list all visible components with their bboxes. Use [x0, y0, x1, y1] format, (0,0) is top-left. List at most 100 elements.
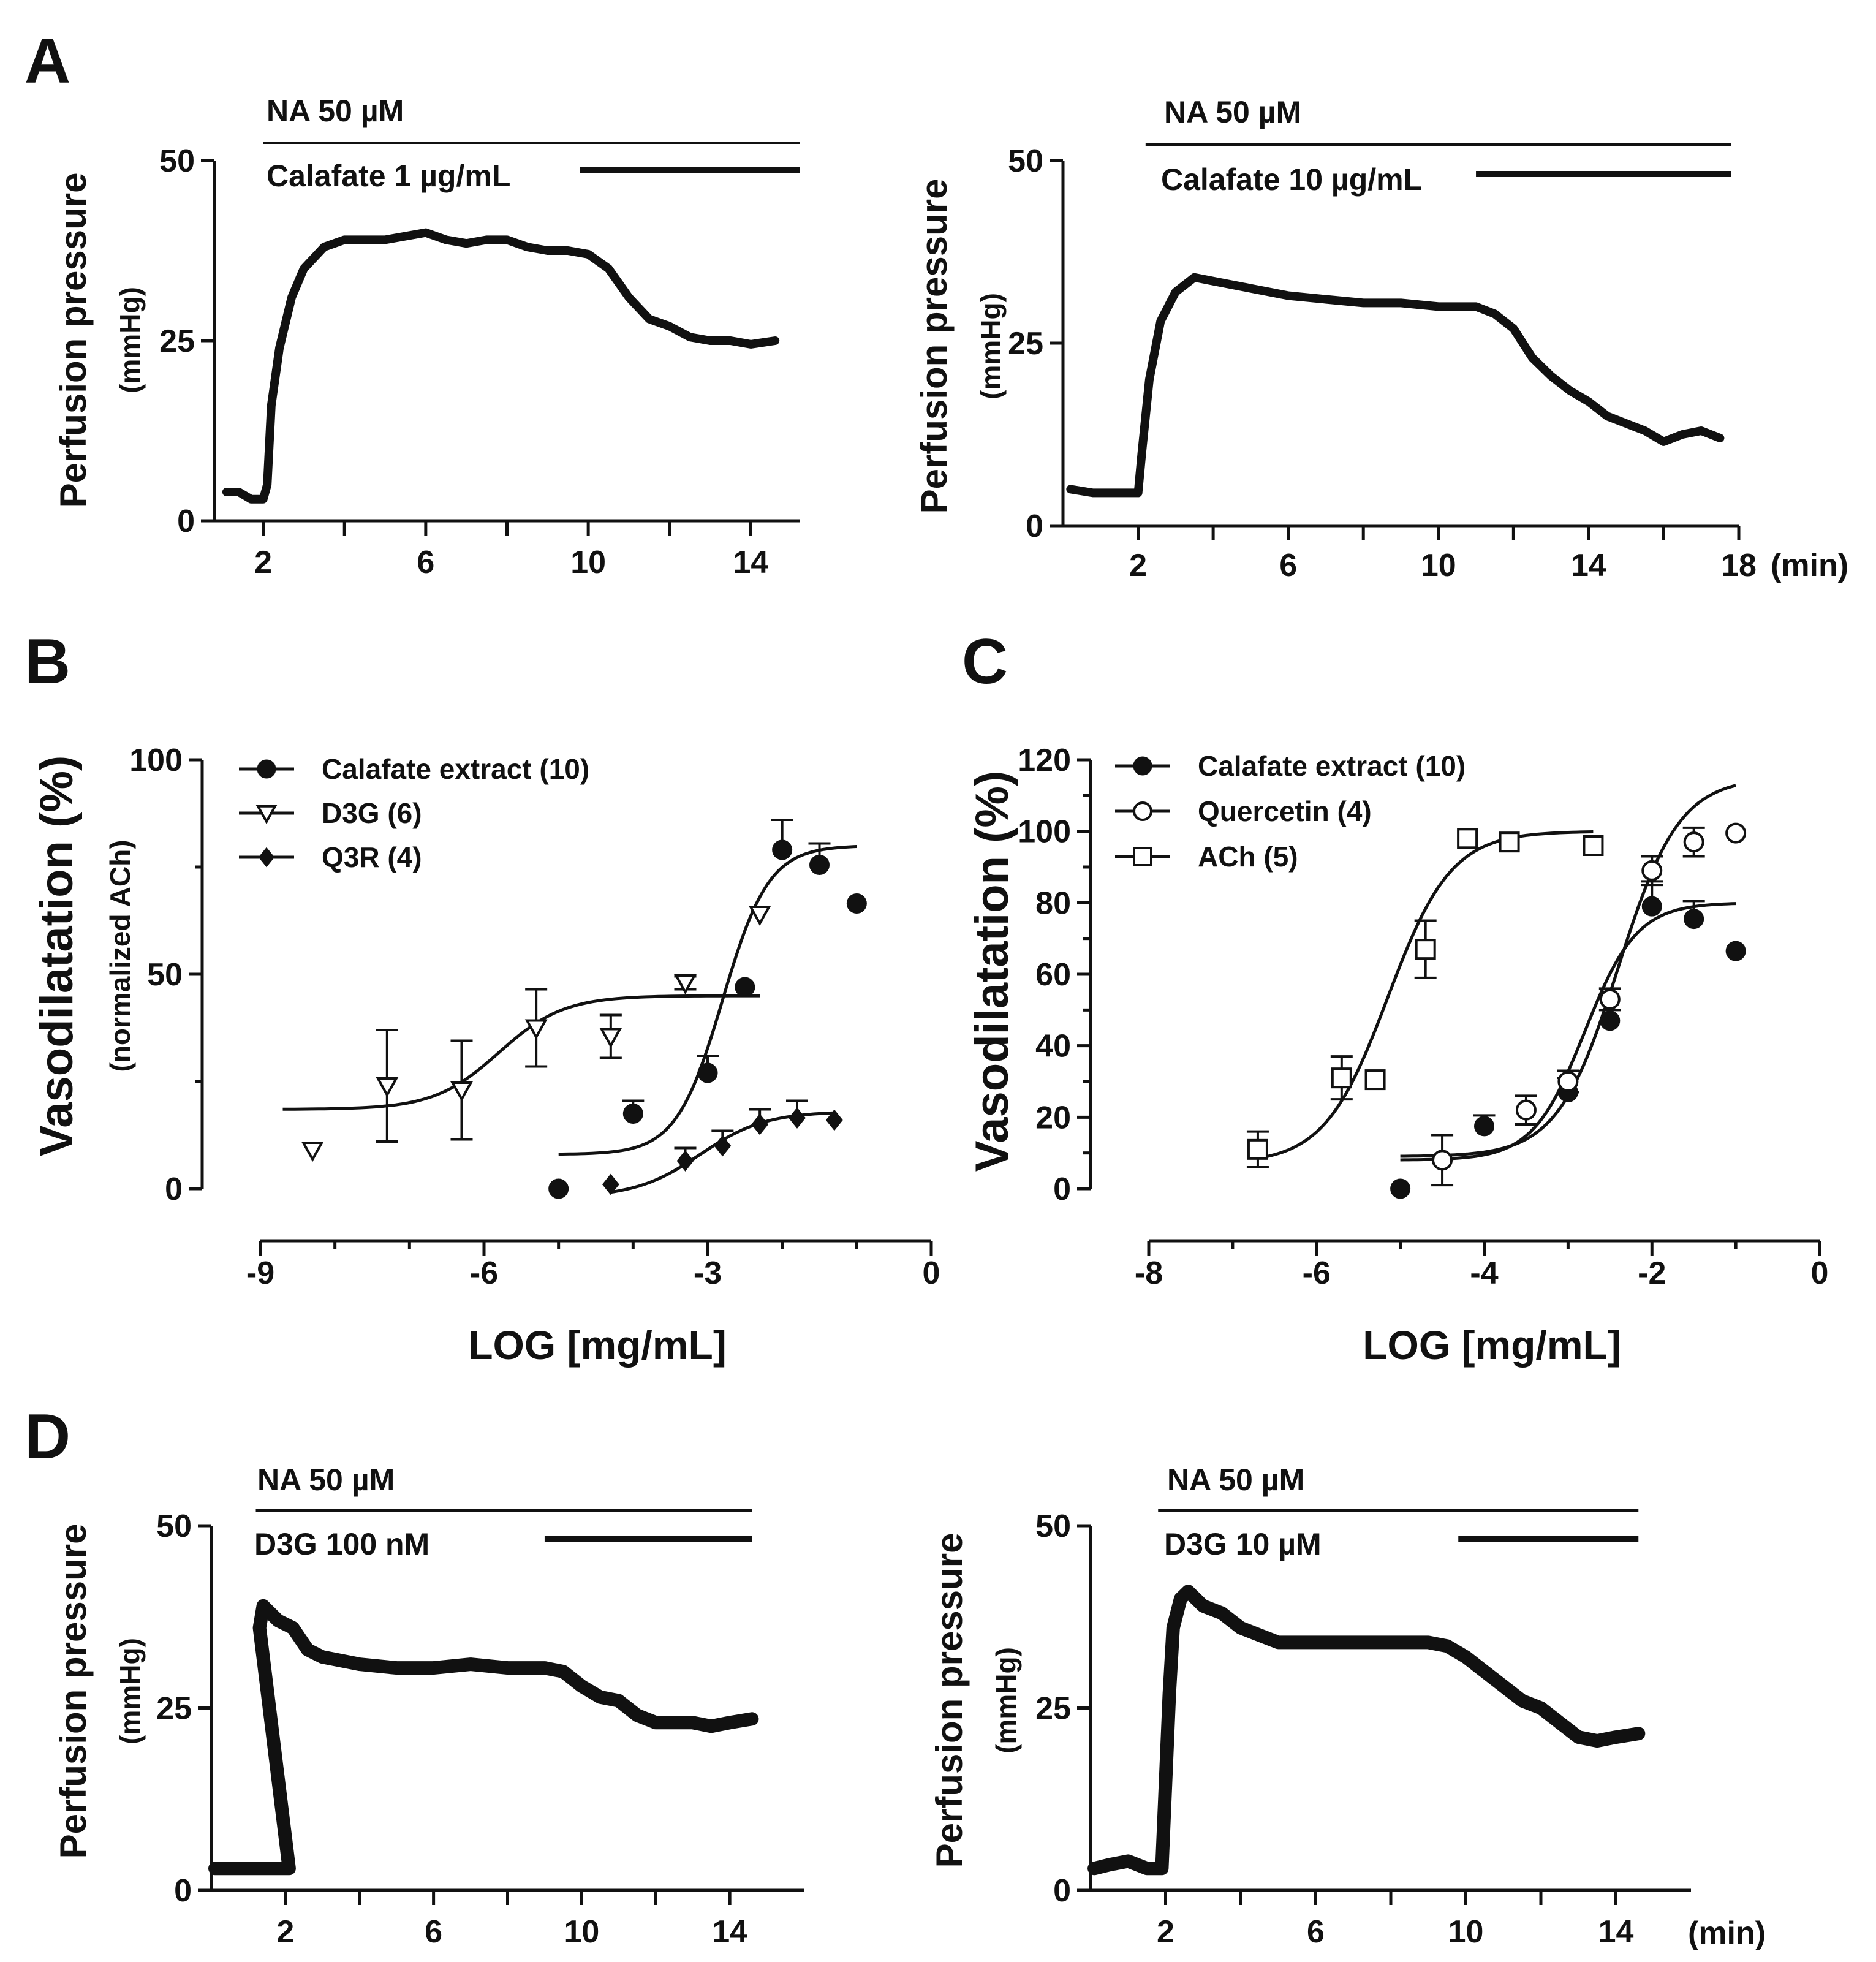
- fit-curves: [282, 845, 857, 1194]
- legend-label-quercetin-4: Quercetin (4): [1198, 795, 1372, 827]
- y-tick-label: 50: [1008, 143, 1043, 179]
- drug-label: Calafate 10 µg/mL: [1161, 162, 1422, 197]
- pressure-trace: [208, 1599, 759, 1876]
- y-tick-label: 0: [174, 1873, 192, 1909]
- data-point-calafate-extract-10: [772, 839, 793, 860]
- data-point-ach-5: [1247, 1138, 1268, 1160]
- y-tick-label: 50: [1035, 1509, 1071, 1544]
- y-tick-label: 0: [165, 1172, 183, 1207]
- trace-panel-d-right: 0 25 50 2 6 10 14 Perfusion pressure (mmHg) N…: [929, 1463, 1766, 1951]
- data-point-calafate-extract-10: [1474, 1116, 1494, 1137]
- data-point-d3g-6: [599, 1028, 622, 1048]
- y-ticks: 0 25 50: [1008, 143, 1063, 544]
- data-points: [1247, 822, 1747, 1199]
- x-ticks: 2 6 10 14 18: [1129, 526, 1757, 583]
- x-axis-label: LOG [mg/mL]: [1363, 1322, 1621, 1368]
- legend-marker-calafate-extract-10: [1133, 756, 1152, 776]
- fit-curve-calafate-extract-10: [558, 845, 857, 1156]
- y-axis-label: Perfusion pressure: [913, 179, 955, 514]
- data-point-d3g-6: [450, 1081, 473, 1102]
- y-axis-label: Perfusion pressure: [929, 1533, 970, 1868]
- fit-curves: [1257, 784, 1736, 1162]
- x-tick-label: 6: [417, 545, 434, 580]
- y-tick-label: 25: [1035, 1691, 1071, 1727]
- panel-label-b: B: [25, 626, 70, 697]
- data-point-calafate-extract-10: [622, 1104, 643, 1124]
- y-axis-unit: (mmHg): [114, 1638, 146, 1744]
- data-point-ach-5: [1331, 1067, 1352, 1089]
- x-tick-label: 6: [425, 1914, 442, 1950]
- x-tick-label: -6: [1303, 1256, 1331, 1291]
- trace-panel-a-left: 0 25 50 2 6 10 14 Perfusion pressure (mmHg) N…: [53, 94, 800, 580]
- data-point-calafate-extract-10: [1641, 896, 1662, 917]
- top-drug-label: NA 50 µM: [267, 94, 404, 128]
- x-tick-label: -6: [470, 1256, 498, 1291]
- y-tick-label: 25: [159, 324, 195, 359]
- legend-marker-calafate-extract-10: [257, 759, 276, 779]
- y-axis-label: Perfusion pressure: [53, 1524, 94, 1859]
- data-point-quercetin-4: [1725, 822, 1747, 844]
- x-tick-label: 0: [1811, 1256, 1829, 1291]
- y-tick-label: 80: [1035, 885, 1071, 921]
- drug-label: D3G 100 nM: [254, 1527, 429, 1561]
- y-tick-label: 100: [129, 743, 183, 778]
- legend-label-d3g-6: D3G (6): [322, 797, 422, 829]
- y-axis-unit: (mmHg): [114, 287, 146, 393]
- y-tick-label: 100: [1018, 814, 1071, 850]
- y-tick-label: 50: [159, 143, 195, 179]
- legend: Calafate extract (10) Quercetin (4) ACh (5…: [1115, 750, 1466, 873]
- data-point-calafate-extract-10: [548, 1178, 569, 1199]
- y-axis-label: Vasodilatation (%): [966, 771, 1018, 1172]
- y-tick-label: 120: [1018, 743, 1071, 778]
- x-tick-label: 2: [276, 1914, 294, 1950]
- data-point-ach-5: [1364, 1069, 1386, 1091]
- top-drug-label: NA 50 µM: [257, 1463, 395, 1497]
- data-point-d3g-6: [748, 906, 771, 926]
- drug-label: D3G 10 µM: [1164, 1527, 1322, 1561]
- top-drug-label: NA 50 µM: [1167, 1463, 1304, 1497]
- x-tick-label: -3: [694, 1256, 722, 1291]
- data-point-d3g-6: [674, 974, 697, 995]
- data-point-q3r-4: [789, 1107, 806, 1129]
- y-ticks: 0 25 50: [1035, 1509, 1091, 1909]
- y-ticks: 0 25 50: [159, 143, 214, 539]
- x-tick-label: 0: [923, 1256, 940, 1291]
- x-tick-label: 2: [254, 545, 272, 580]
- data-point-calafate-extract-10: [1725, 941, 1746, 961]
- y-axis-unit: (mmHg): [975, 293, 1007, 400]
- x-tick-label: 10: [570, 545, 606, 580]
- y-axis-label: Vasodilatation (%): [31, 756, 83, 1157]
- legend-label-ach-5: ACh (5): [1198, 841, 1298, 873]
- pressure-trace: [1066, 273, 1725, 498]
- data-point-quercetin-4: [1683, 831, 1704, 853]
- data-point-quercetin-4: [1515, 1099, 1537, 1121]
- panel-label-c: C: [962, 626, 1008, 697]
- drug-label: Calafate 1 µg/mL: [267, 159, 510, 193]
- x-tick-label: 14: [712, 1914, 747, 1950]
- x-tick-label: 10: [1421, 548, 1456, 583]
- x-ticks: 2 6 10 14: [1157, 1890, 1633, 1950]
- legend-label-q3r-4: Q3R (4): [322, 841, 422, 873]
- data-points: [301, 839, 867, 1199]
- data-point-q3r-4: [714, 1135, 732, 1157]
- x-tick-label: 14: [1571, 548, 1606, 583]
- x-tick-label: -9: [246, 1256, 274, 1291]
- x-tick-label: 6: [1279, 548, 1297, 583]
- data-point-q3r-4: [602, 1173, 619, 1195]
- x-tick-label: 14: [733, 545, 768, 580]
- y-tick-label: 50: [147, 957, 183, 993]
- legend-marker-ach-5: [1133, 847, 1152, 866]
- legend-marker-quercetin-4: [1133, 801, 1152, 821]
- x-axis-label: LOG [mg/mL]: [468, 1322, 727, 1368]
- y-axis-unit: (mmHg): [990, 1647, 1022, 1754]
- trace-panel-d-left: 0 25 50 2 6 10 14 Perfusion pressure (mmHg) N…: [53, 1463, 804, 1950]
- y-ticks: 0 20 40 60 80 100 120: [1018, 743, 1091, 1207]
- legend-label-calafate-extract-10: Calafate extract (10): [1198, 750, 1466, 782]
- x-ticks: 2 6 10 14: [254, 521, 768, 580]
- x-unit: (min): [1688, 1915, 1766, 1951]
- data-point-q3r-4: [751, 1113, 769, 1135]
- legend-marker-q3r-4: [258, 847, 275, 868]
- y-ticks: 0 50 100: [129, 743, 202, 1207]
- legend: Calafate extract (10) D3G (6) Q3R (4): [239, 753, 589, 873]
